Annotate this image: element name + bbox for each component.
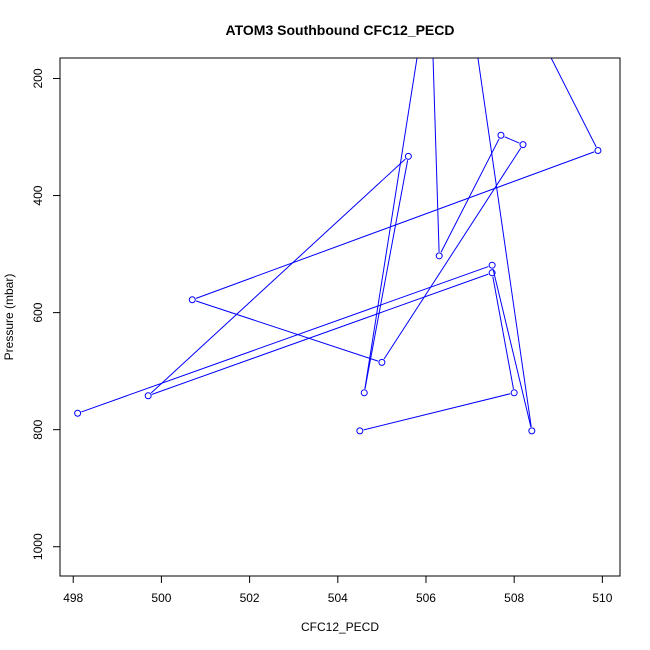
series-segment [150, 158, 406, 394]
series-segment [504, 136, 520, 144]
series-segment [492, 276, 514, 389]
y-tick-label: 400 [31, 185, 45, 205]
data-point [528, 427, 536, 435]
series-segment [477, 58, 532, 427]
plot-area [74, 58, 602, 435]
data-point [378, 358, 386, 366]
x-tick-label: 498 [63, 591, 83, 605]
data-point [488, 261, 496, 269]
series-segment [151, 273, 489, 395]
data-point [74, 409, 82, 417]
series-points [74, 131, 602, 435]
data-point [360, 389, 368, 397]
y-tick-label: 600 [31, 302, 45, 322]
x-tick-label: 504 [328, 591, 348, 605]
data-point [488, 269, 496, 277]
data-point [435, 252, 443, 260]
series-segment [195, 300, 379, 362]
data-point [356, 427, 364, 435]
series-segment [440, 138, 500, 253]
series-segment [364, 160, 409, 389]
series-segment [363, 393, 511, 431]
series-segment [492, 268, 532, 428]
x-tick-label: 500 [151, 591, 171, 605]
series-segment [81, 266, 489, 413]
y-tick-label: 200 [31, 68, 45, 88]
x-tick-label: 510 [592, 591, 612, 605]
series-segment [383, 147, 522, 360]
series-segment [364, 58, 418, 389]
data-point [594, 146, 602, 154]
chart-title: ATOM3 Southbound CFC12_PECD [226, 22, 455, 38]
y-axis-label: Pressure (mbar) [2, 274, 16, 361]
series-segment [195, 151, 595, 299]
series-lines [81, 58, 597, 431]
x-tick-label: 506 [416, 591, 436, 605]
data-point [144, 392, 152, 400]
data-point [497, 131, 505, 139]
data-point [404, 152, 412, 160]
x-tick-label: 508 [504, 591, 524, 605]
data-point [510, 389, 518, 397]
data-point [188, 296, 196, 304]
x-axis-label: CFC12_PECD [301, 620, 379, 634]
y-tick-label: 1000 [31, 533, 45, 560]
data-point [519, 141, 527, 149]
series-segment [550, 58, 597, 148]
x-tick-label: 502 [240, 591, 260, 605]
series-segment [432, 58, 440, 252]
y-tick-label: 800 [31, 419, 45, 439]
plot-frame [59, 57, 621, 577]
